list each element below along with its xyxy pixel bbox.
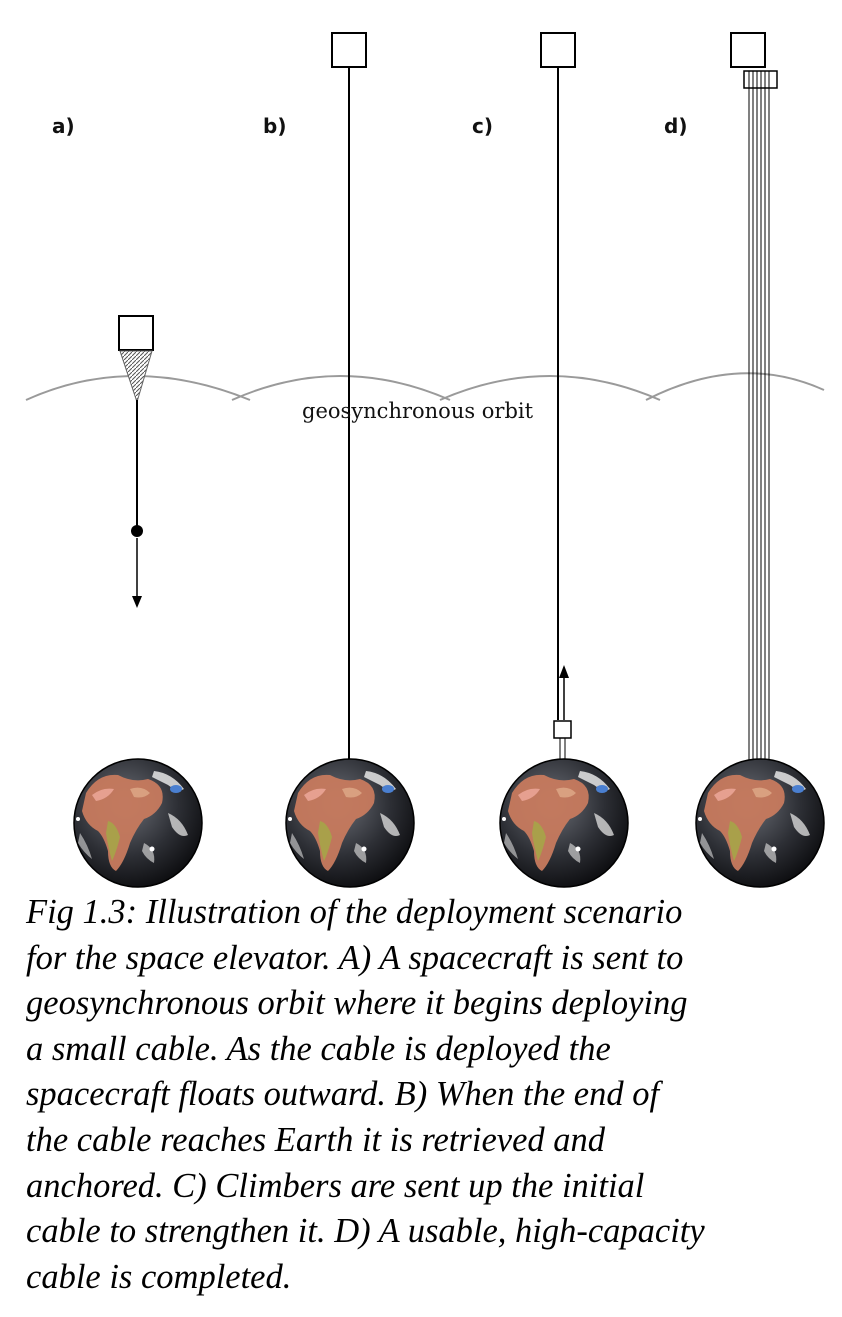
- panel-label-c: c): [472, 114, 493, 138]
- caption-line: geosynchronous orbit where it begins dep…: [26, 984, 688, 1023]
- orbit-label: geosynchronous orbit: [302, 399, 534, 423]
- earth-b: [285, 758, 415, 888]
- earth-c: [499, 758, 629, 888]
- spacecraft-d: [730, 32, 766, 68]
- earth-d: [695, 758, 825, 888]
- climber: [553, 720, 572, 739]
- panel-label-a: a): [52, 114, 75, 138]
- caption-line: cable is completed.: [26, 1257, 292, 1296]
- spacecraft-a: [118, 315, 154, 351]
- caption-line: anchored. C) Climbers are sent up the in…: [26, 1166, 645, 1205]
- caption-line: cable to strengthen it. D) A usable, hig…: [26, 1212, 705, 1251]
- cable-bundle-d: [748, 71, 770, 762]
- orbit-arc-d: [645, 372, 825, 401]
- caption-line: the cable reaches Earth it is retrieved …: [26, 1120, 606, 1159]
- panel-label-d: d): [664, 114, 687, 138]
- down-arrow-head: [132, 596, 142, 608]
- spacecraft-c: [540, 32, 576, 68]
- spacecraft-b: [331, 32, 367, 68]
- caption-line: Fig 1.3: Illustration of the deployment …: [26, 893, 683, 931]
- orbit-arc-c: [439, 375, 661, 401]
- up-arrow-head: [559, 665, 569, 678]
- caption-line: for the space elevator. A) A spacecraft …: [26, 938, 684, 977]
- earth-a: [73, 758, 203, 888]
- panel-label-b: b): [263, 114, 286, 138]
- figure-caption: Fig 1.3: Illustration of the deployment …: [26, 890, 826, 1300]
- cable-end-weight: [131, 525, 143, 537]
- orbit-arc-b: [231, 375, 451, 401]
- deploying-cable-fan: [119, 350, 153, 404]
- deployment-diagram: a) b) c) d) geosynchronous orbit: [25, 32, 825, 888]
- caption-line: a small cable. As the cable is deployed …: [26, 1029, 611, 1068]
- caption-line: spacecraft floats outward. B) When the e…: [26, 1075, 660, 1114]
